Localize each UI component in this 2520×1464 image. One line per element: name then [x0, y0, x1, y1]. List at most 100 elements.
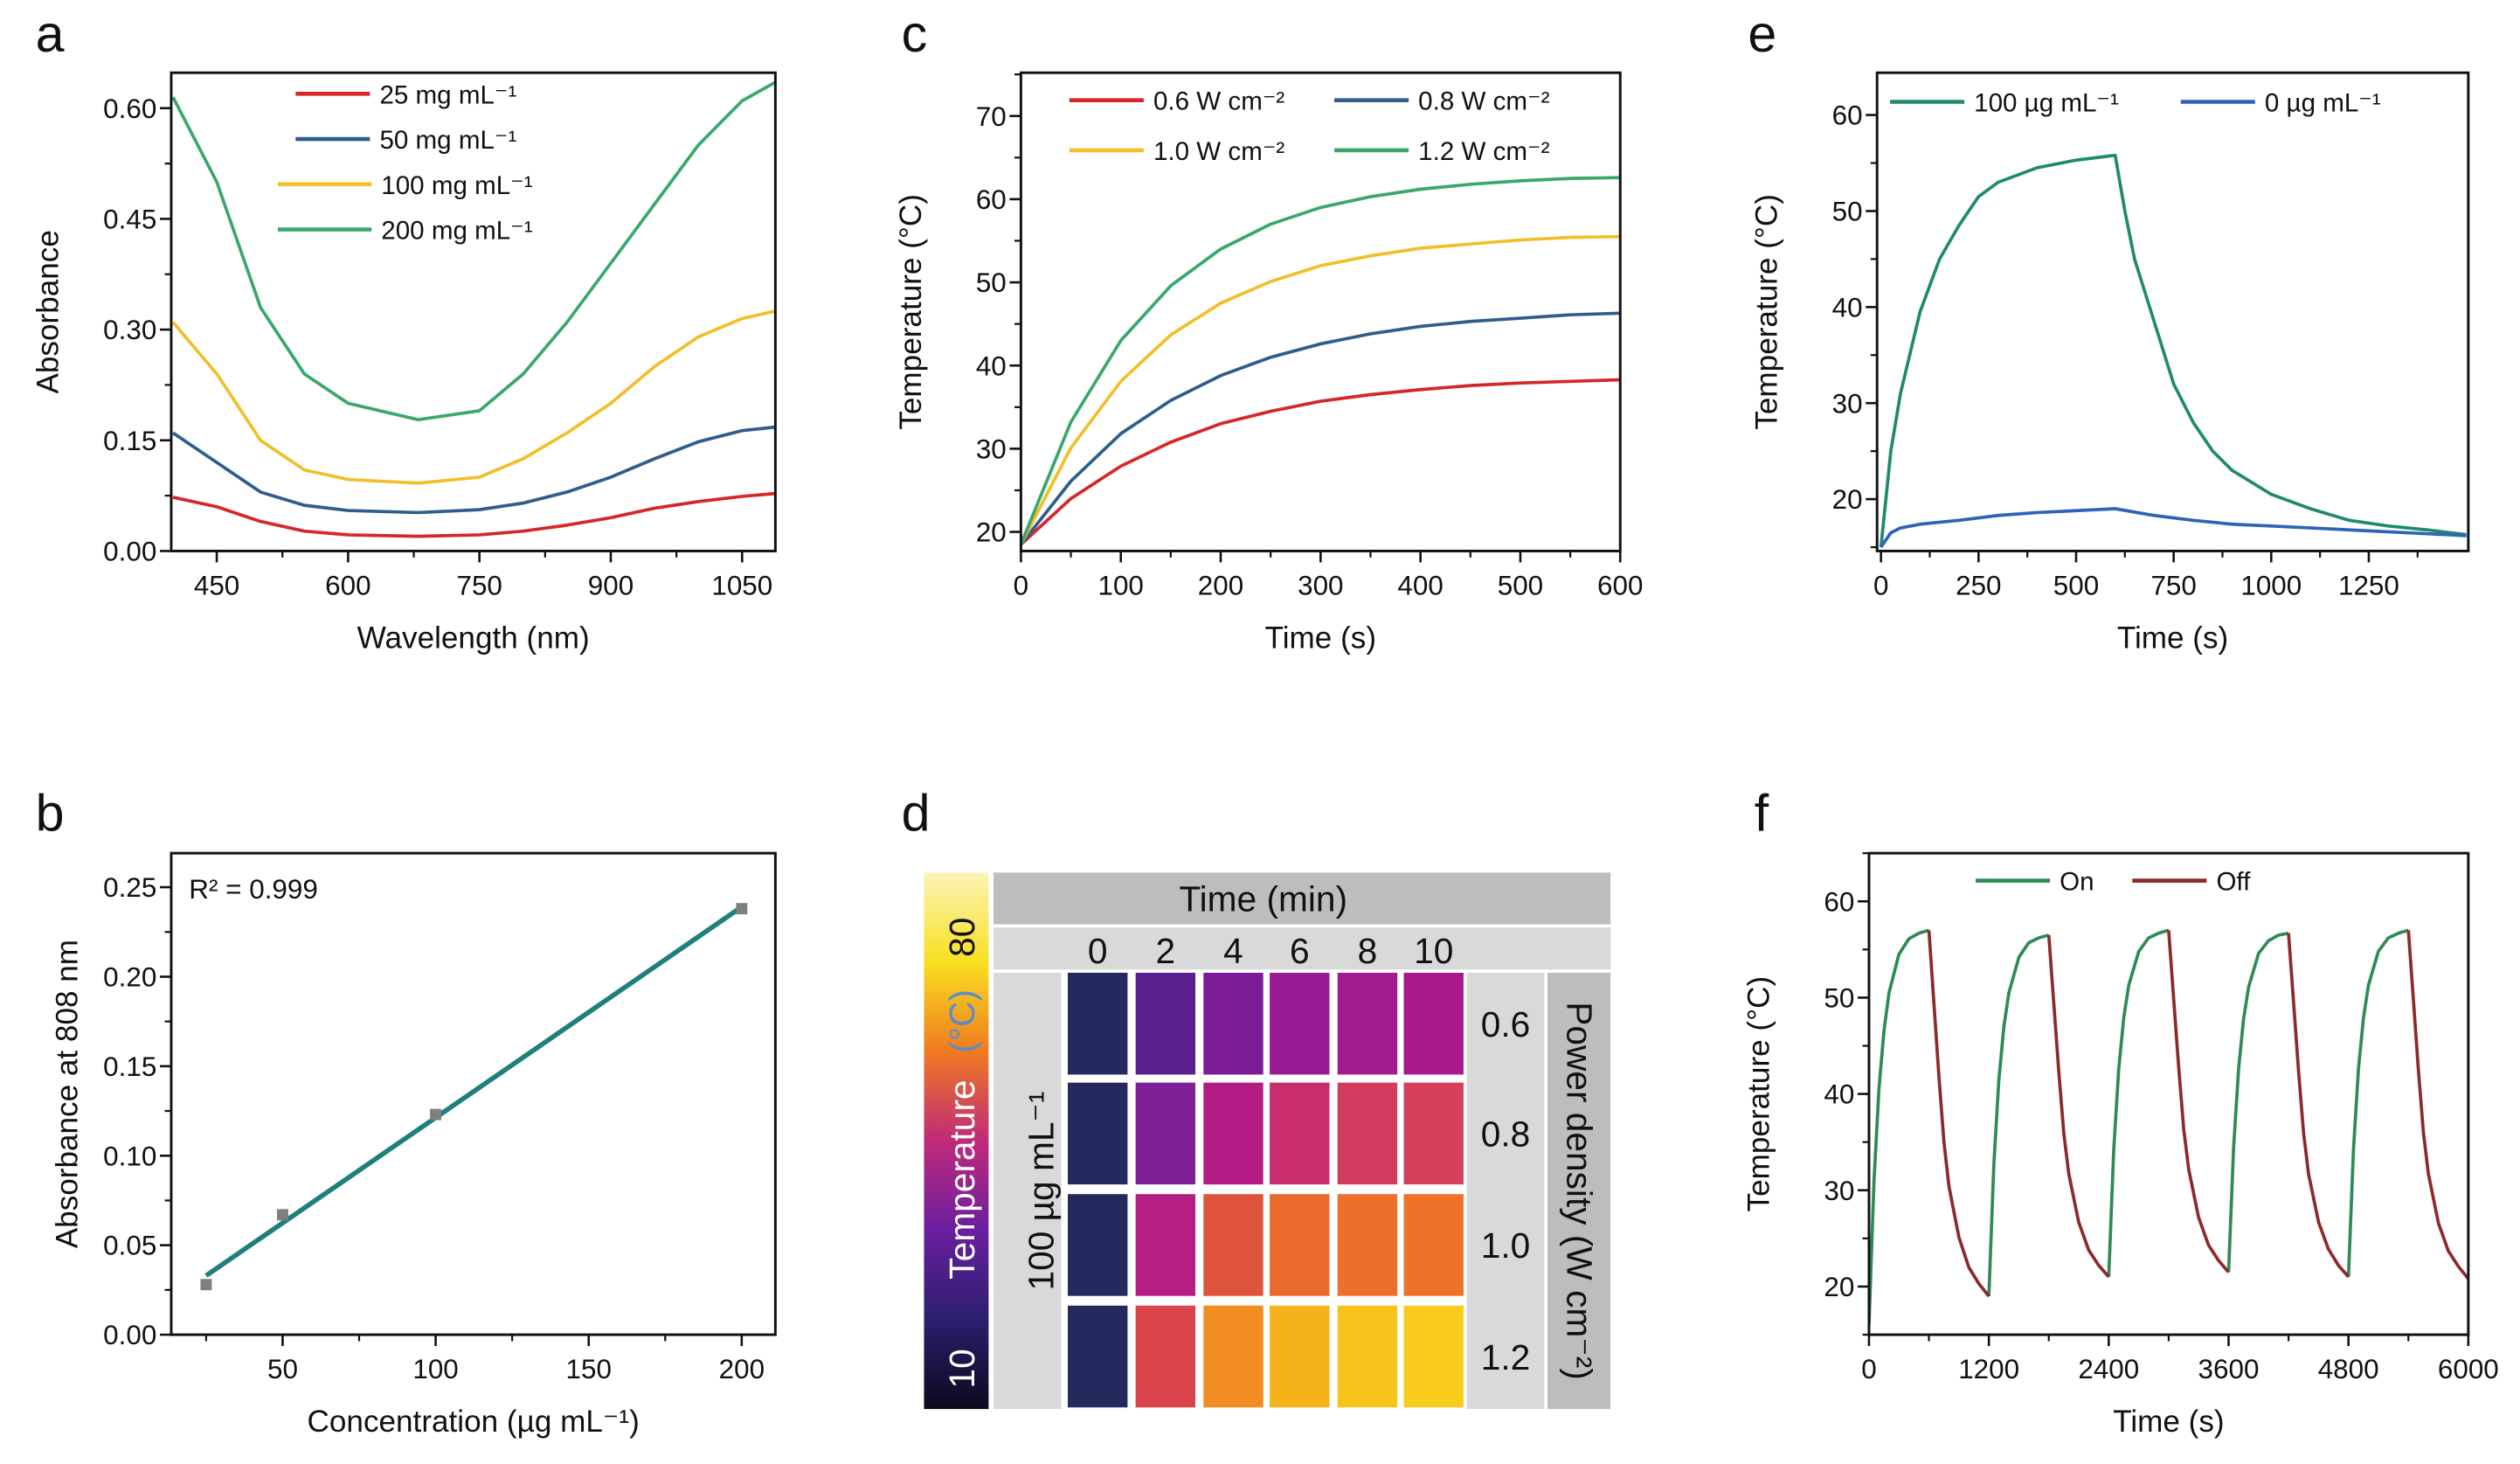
time-column-label: 0	[1088, 931, 1108, 971]
plot-frame	[1019, 71, 1622, 552]
x-tick-label: 750	[456, 570, 502, 600]
chart-f: 0 1200 2400 3600 4800 6000 20 30 40 50 60 Time (s) T…	[1741, 851, 2499, 1439]
y-axis-label: Temperature (°C)	[894, 194, 928, 430]
power-density-header: Power density (W cm⁻²)	[1559, 1002, 1599, 1380]
y-tick-label: 50	[1824, 983, 1854, 1014]
y-axis-label: Absorbance at 808 nm	[51, 940, 85, 1248]
thermal-image-cell	[1337, 972, 1398, 1075]
x-tick-label: 6000	[2438, 1354, 2499, 1384]
y-tick-label: 0.05	[103, 1231, 156, 1261]
thermal-image-cell	[1068, 1082, 1128, 1185]
plot-area	[200, 903, 748, 1291]
plot-area	[1868, 928, 2468, 1326]
legend-label: 100 mg mL⁻¹	[381, 171, 532, 200]
thermal-image-cell	[1270, 1194, 1330, 1296]
panel-letter-a: a	[36, 4, 65, 63]
y-tick-label: 0.10	[103, 1141, 156, 1171]
power-row-label: 1.0	[1481, 1225, 1531, 1266]
plot-frame	[1875, 71, 2470, 552]
legend-label: 0.8 W cm⁻²	[1418, 87, 1549, 116]
x-axis-label: Time (s)	[1265, 621, 1376, 655]
colorbar-max-label: 80	[942, 918, 982, 957]
time-header: Time (min)	[1179, 879, 1347, 919]
y-tick-label: 40	[976, 350, 1007, 381]
legend-label: On	[2060, 868, 2094, 897]
thermal-image-cell	[1403, 1305, 1464, 1408]
series-line-off	[2406, 930, 2468, 1280]
chart-a: 450 600 750 900 1050 0.00 0.15 0.30 0.45 0.60 Wave…	[31, 71, 777, 655]
legend-label: 25 mg mL⁻¹	[379, 80, 516, 109]
x-tick-label: 100	[1097, 570, 1143, 600]
x-tick-label: 0	[1873, 570, 1888, 600]
data-point	[736, 903, 748, 915]
plot-area	[1879, 153, 2467, 549]
y-tick-label: 50	[1832, 197, 1863, 227]
series-line-0-g-ml-	[1880, 507, 2467, 549]
thermal-image-cell	[1403, 972, 1464, 1075]
time-column-label: 6	[1290, 931, 1310, 971]
power-header-band	[1547, 972, 1611, 1410]
series-line-on	[2346, 928, 2409, 1277]
y-tick-label: 0.15	[103, 1051, 156, 1082]
thermal-cells: 0 2 4 6 8 10 0.6 0.8 1.0 1.2	[1068, 931, 1531, 1408]
series-line-1.2-w-cm-	[1021, 176, 1621, 545]
thermal-image-cell	[1068, 972, 1128, 1075]
colorbar-title: Temperature	[942, 1079, 982, 1279]
legend-label: Off	[2216, 868, 2251, 897]
x-tick-label: 100	[412, 1354, 458, 1384]
y-tick-label: 60	[1824, 886, 1854, 917]
y-tick-label: 20	[1824, 1272, 1854, 1302]
thermal-image-cell	[1203, 1194, 1263, 1296]
y-tick-label: 30	[976, 434, 1007, 464]
x-tick-label: 1050	[711, 570, 772, 600]
power-values-band	[1466, 972, 1545, 1410]
r-squared-annotation: R² = 0.999	[189, 874, 318, 905]
x-tick-label: 4800	[2318, 1354, 2379, 1384]
time-column-label: 2	[1156, 931, 1176, 971]
series-line-100-g-ml-	[1879, 153, 2467, 548]
series-line-on	[1868, 928, 1930, 1326]
x-tick-label: 600	[1597, 570, 1643, 600]
time-header-band	[993, 872, 1611, 925]
x-tick-label: 50	[267, 1354, 298, 1384]
legend-label: 200 mg mL⁻¹	[381, 217, 532, 246]
data-point	[430, 1108, 442, 1121]
y-axis-label: Temperature (°C)	[1750, 194, 1784, 430]
y-tick-label: 0.15	[103, 426, 156, 456]
thermal-image-cell	[1270, 1305, 1330, 1408]
x-tick-label: 900	[588, 570, 633, 600]
plot-frame	[170, 851, 777, 1336]
chart-c: 0 100 200 300 400 500 600 20 30 40 50 60 70 Time (s) T…	[894, 71, 1643, 655]
x-tick-label: 450	[194, 570, 239, 600]
colorbar-min-label: 10	[942, 1349, 982, 1388]
colorbar	[924, 872, 989, 1410]
thermal-image-cell	[1135, 1194, 1196, 1296]
x-tick-label: 1250	[2338, 570, 2399, 600]
x-axis-label: Time (s)	[2113, 1405, 2224, 1439]
y-tick-label: 0.00	[103, 537, 156, 567]
thermal-image-cell	[1337, 1082, 1398, 1185]
panel-letter-c: c	[902, 4, 928, 63]
panel-letter-f: f	[1755, 783, 1769, 842]
legend-label: 0 µg mL⁻¹	[2265, 89, 2381, 118]
y-tick-label: 0.30	[103, 315, 156, 345]
chart-b: 50 100 150 200 0.00 0.05 0.10 0.15 0.20 0.25 Conce…	[51, 851, 777, 1439]
panel-letter-b: b	[36, 783, 65, 842]
series-line-1.0-w-cm-	[1021, 234, 1621, 545]
x-tick-label: 250	[1956, 570, 2001, 600]
y-tick-label: 50	[976, 267, 1007, 298]
plot-frame	[1867, 851, 2470, 1336]
x-tick-label: 3600	[2198, 1354, 2260, 1384]
series-line-25-mg-ml-	[172, 491, 776, 538]
time-column-label: 4	[1223, 931, 1243, 971]
x-tick-label: 200	[1198, 570, 1243, 600]
panel-letter-e: e	[1748, 4, 1776, 63]
panel-letter-d: d	[902, 783, 931, 842]
thermal-image-cell	[1135, 1305, 1196, 1408]
x-tick-label: 150	[566, 1354, 612, 1384]
plot-area	[1021, 176, 1621, 546]
legend-label: 100 µg mL⁻¹	[1974, 89, 2119, 118]
y-tick-label: 60	[976, 184, 1007, 215]
x-tick-label: 1200	[1958, 1354, 2019, 1384]
power-row-label: 1.2	[1481, 1337, 1531, 1377]
